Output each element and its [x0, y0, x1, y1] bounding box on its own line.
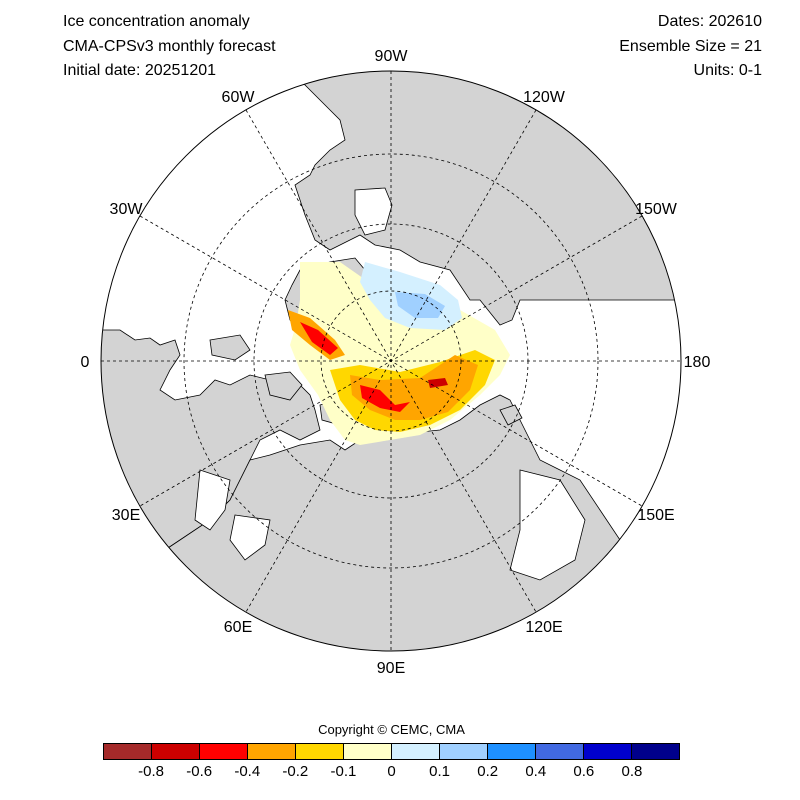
colorbar-ticks: -0.8 -0.6 -0.4 -0.2 -0.1 0 0.1 0.2 0.4 0.6 0.8	[0, 763, 800, 785]
colorbar-tick-10: 0.8	[621, 763, 643, 780]
meridian-150w-30e	[139, 215, 643, 507]
colorbar-swatch-2	[199, 744, 247, 759]
anomaly-zone-neg-3b	[360, 385, 410, 412]
colorbar-swatch-9	[535, 744, 583, 759]
colorbar-tick-7: 0.2	[477, 763, 499, 780]
colorbar-tick-1: -0.6	[186, 763, 213, 780]
colorbar-tick-8: 0.4	[525, 763, 547, 780]
island-new-siberian	[499, 404, 523, 426]
colorbar-swatch-3	[247, 744, 295, 759]
polar-map: 90W 120W 150W 180 150E 120E 90E 60E 30E 0 30W 60W	[81, 48, 711, 677]
map-border	[100, 70, 682, 652]
colorbar-swatch-10	[583, 744, 631, 759]
lon-label-4: 150E	[637, 507, 674, 524]
lon-label-7: 60E	[224, 619, 252, 636]
landmass-asia	[101, 394, 681, 651]
colorbar-tick-9: 0.6	[573, 763, 595, 780]
colorbar-swatch-4	[295, 744, 343, 759]
anomaly-layer	[288, 262, 510, 445]
lat-circle-60	[183, 153, 599, 569]
map-title: Ice concentration anomaly	[63, 13, 250, 30]
colorbar	[103, 743, 680, 760]
longitude-labels: 90W 120W 150W 180 150E 120E 90E 60E 30E 0 30W 60W	[81, 48, 711, 677]
colorbar-swatch-11	[631, 744, 679, 759]
ensemble-size: Ensemble Size = 21	[619, 38, 762, 55]
lon-label-9: 0	[81, 354, 90, 371]
colorbar-swatch-5	[343, 744, 391, 759]
units-label: Units: 0-1	[693, 62, 762, 79]
colorbar-tick-2: -0.4	[234, 763, 261, 780]
water-okhotsk	[509, 469, 586, 581]
graticule	[101, 71, 681, 651]
colorbar-swatch-8	[487, 744, 535, 759]
initial-date: Initial date: 20251201	[63, 62, 217, 79]
lon-label-6: 90E	[377, 660, 405, 677]
colorbar-swatch-0	[104, 744, 151, 759]
copyright: Copyright © CEMC, CMA	[318, 722, 465, 737]
lon-label-10: 30W	[110, 201, 144, 218]
colorbar-swatch-6	[391, 744, 439, 759]
lon-label-1: 120W	[523, 89, 566, 106]
colorbar-tick-4: -0.1	[330, 763, 357, 780]
colorbar-tick-3: -0.2	[282, 763, 309, 780]
forecast-dates: Dates: 202610	[657, 13, 762, 30]
water-hudson-bay	[354, 187, 393, 236]
lon-label-8: 30E	[112, 507, 140, 524]
colorbar-swatch-7	[439, 744, 487, 759]
lon-label-2: 150W	[635, 201, 678, 218]
colorbar-tick-0: -0.8	[138, 763, 165, 780]
water-white-sea	[229, 514, 271, 561]
model-name: CMA-CPSv3 monthly forecast	[63, 38, 276, 55]
water-baltic	[194, 469, 231, 531]
lon-label-11: 60W	[222, 89, 256, 106]
colorbar-swatch-1	[151, 744, 199, 759]
anomaly-zone-pos-2	[395, 292, 445, 318]
lon-label-3: 180	[684, 354, 711, 371]
island-iceland	[209, 334, 251, 361]
lon-label-5: 120E	[525, 619, 562, 636]
colorbar-tick-6: 0.1	[429, 763, 451, 780]
island-svalbard	[264, 371, 303, 401]
colorbar-tick-5: 0	[387, 763, 396, 780]
lon-label-0: 90W	[375, 48, 409, 65]
anomaly-zone-neg-3	[300, 322, 338, 355]
